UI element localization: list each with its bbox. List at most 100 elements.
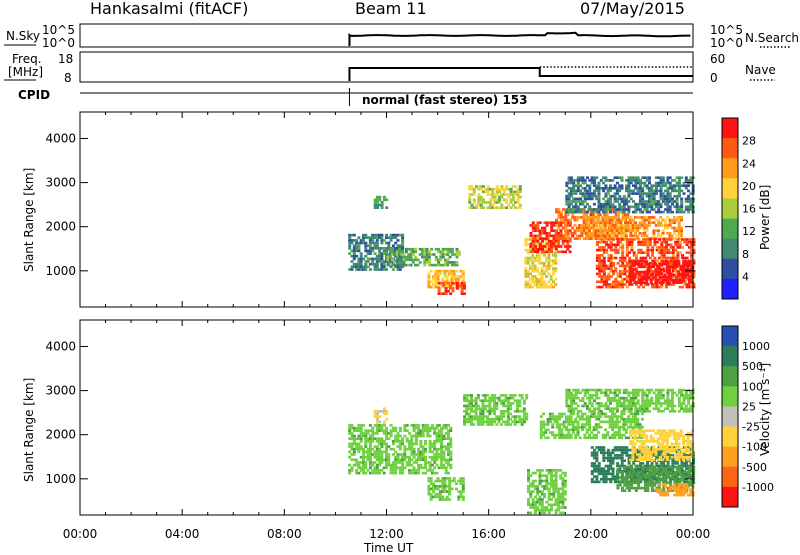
power-cell [607,273,610,276]
power-cell [641,187,644,190]
power-cell [687,195,690,198]
velocity-cell [360,429,363,432]
power-colorbar-tick: 16 [742,203,756,216]
power-cell [550,283,553,286]
velocity-cell [543,493,546,496]
power-cell [611,203,614,206]
velocity-cell [431,424,434,427]
power-cell [412,253,415,256]
power-cell [631,271,634,274]
power-cell [541,278,544,281]
velocity-cell [516,407,519,410]
velocity-cell [581,415,584,418]
velocity-cell [598,462,601,465]
power-cell [545,275,548,278]
velocity-cell [632,399,635,402]
velocity-cell [511,402,514,405]
power-cell [640,249,643,252]
power-cell [625,232,628,235]
power-cell [634,276,637,279]
power-cell [687,211,690,214]
velocity-cell [588,418,591,421]
power-cell [654,276,657,279]
power-cell [629,281,632,284]
power-cell [602,232,605,235]
power-cell [646,235,649,238]
velocity-cell [518,405,521,408]
velocity-cell [353,451,356,454]
power-cell [569,221,572,224]
power-cell [357,247,360,250]
power-cell [487,191,490,194]
velocity-cell [532,490,535,493]
velocity-cell [436,472,439,475]
power-cell [623,211,626,214]
power-cell [357,244,360,247]
velocity-cell [639,423,642,426]
velocity-cell [429,448,432,451]
power-cell [653,198,656,201]
power-cell [612,262,615,265]
power-cell [586,221,589,224]
power-cell [604,176,607,179]
power-colorbar-swatch [722,158,738,179]
velocity-cell [619,484,622,487]
velocity-cell [557,490,560,493]
power-cell [447,282,450,285]
velocity-cell [401,461,404,464]
velocity-cell [383,424,386,427]
power-cell [445,292,448,295]
power-cell [482,206,485,209]
velocity-cell [618,399,621,402]
power-cell [554,257,557,260]
power-cell [547,281,550,284]
power-cell [632,219,635,222]
power-cell [532,243,535,246]
power-cell [547,257,550,260]
power-cell [491,191,494,194]
power-cell [541,275,544,278]
power-cell [657,274,660,277]
power-cell [674,249,677,252]
power-cell [568,206,571,209]
power-cell [389,256,392,259]
power-cell [546,224,549,227]
velocity-cell [534,496,537,499]
power-cell [605,281,608,284]
power-cell [656,259,659,262]
velocity-cell [639,476,642,479]
power-cell [519,206,522,209]
power-cell [621,254,624,257]
velocity-cell [432,482,435,485]
power-cell [643,221,646,224]
velocity-cell [518,399,521,402]
velocity-cell [536,506,539,509]
power-cell [636,260,639,263]
power-cell [519,188,522,191]
velocity-cell [595,478,598,481]
power-cell [676,254,679,257]
velocity-cell [525,397,528,400]
power-cell [581,203,584,206]
velocity-cell [641,389,644,392]
power-cell [505,185,508,188]
power-cell [642,286,645,289]
velocity-cell [621,457,624,460]
velocity-cell [511,397,514,400]
power-cell [648,263,651,266]
velocity-cell [470,397,473,400]
velocity-cell [685,462,688,465]
velocity-cell [378,421,381,424]
velocity-cell [555,474,558,477]
power-cell [603,238,606,241]
power-cell [444,273,447,276]
power-cell [649,244,652,247]
velocity-cell [618,429,621,432]
power-cell [446,275,449,278]
power-cell [689,263,692,266]
velocity-cell [462,488,465,491]
velocity-cell [676,394,679,397]
velocity-cell [560,429,563,432]
velocity-cell [666,392,669,395]
power-cell [376,244,379,247]
